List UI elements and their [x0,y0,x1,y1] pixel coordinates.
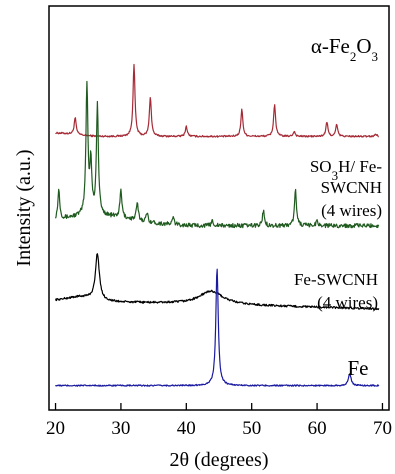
x-tick-label: 60 [308,418,327,439]
series-layer [54,63,380,387]
x-tick-label: 70 [373,418,392,439]
series-line [54,253,380,311]
series-labels: α-Fe2O3 SO3H/ Fe-SWCNH (4 wires) Fe-SWCNH (4… [294,34,382,380]
series-label: Fe [348,356,369,380]
x-tick-label: 40 [177,418,196,439]
series-label: α-Fe2O3 [311,34,378,64]
x-axis-ticks: 20 30 40 50 60 70 [46,403,392,439]
series-line [55,63,379,138]
plot-frame [48,5,390,411]
x-tick-label: 50 [242,418,261,439]
x-axis-title: 2θ (degrees) [170,449,269,471]
series-line [54,80,380,229]
series-label: SWCNH [321,178,382,197]
series-label: (4 wires) [317,293,378,312]
series-label: (4 wires) [321,201,382,220]
x-tick-label: 30 [111,418,130,439]
series-line [55,268,380,387]
x-tick-label: 20 [46,418,65,439]
y-axis-title: Intensity (a.u.) [13,149,35,266]
series-label: SO3H/ Fe- [310,157,382,183]
series-label: Fe-SWCNH [294,270,378,289]
